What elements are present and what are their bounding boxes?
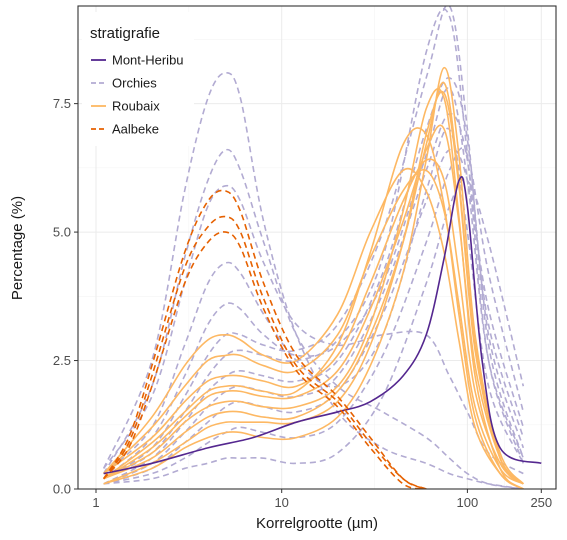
- legend-label: Aalbeke: [112, 122, 159, 137]
- series-line-roubaix: [103, 88, 524, 489]
- series-line-roubaix: [103, 167, 524, 489]
- series-line-roubaix: [103, 127, 524, 489]
- y-axis-ticks: 0.0 2.5 5.0 7.5: [53, 96, 78, 497]
- series-line-aalbeke: [102, 189, 427, 489]
- series-line-orchies: [102, 148, 524, 489]
- series-line-aalbeke: [103, 215, 427, 489]
- series-line-roubaix: [103, 158, 524, 485]
- legend-title: stratigrafie: [90, 25, 160, 42]
- series-line-roubaix: [103, 168, 524, 485]
- legend: stratigrafie Mont-Heribu Orchies Roubaix Aa…: [82, 12, 194, 146]
- x-tick-label: 250: [530, 495, 552, 510]
- plot-lines: [102, 6, 542, 489]
- x-tick-label: 10: [274, 495, 288, 510]
- legend-keys: Mont-Heribu Orchies Roubaix Aalbeke: [91, 53, 184, 137]
- series-line-orchies: [103, 178, 525, 485]
- y-tick-label: 7.5: [53, 96, 71, 111]
- y-tick-label: 0.0: [53, 482, 71, 497]
- x-axis-title: Korrelgrootte (µm): [256, 515, 378, 532]
- y-axis-title: Percentage (%): [9, 196, 26, 300]
- x-tick-label: 100: [457, 495, 479, 510]
- y-tick-label: 5.0: [53, 225, 71, 240]
- x-tick-label: 1: [92, 495, 99, 510]
- series-line-orchies: [103, 77, 525, 485]
- series-line-mont-heribu: [103, 176, 542, 475]
- series-line-orchies: [103, 147, 525, 485]
- legend-background: [82, 12, 194, 146]
- series-line-orchies: [102, 71, 524, 489]
- y-tick-label: 2.5: [53, 353, 71, 368]
- legend-label: Orchies: [112, 76, 157, 91]
- series-line-roubaix: [103, 66, 524, 485]
- panel-border: [77, 5, 557, 490]
- legend-label: Roubaix: [112, 99, 160, 114]
- series-line-orchies: [103, 6, 525, 480]
- series-line-roubaix: [103, 90, 524, 485]
- series-line-orchies: [103, 113, 525, 485]
- x-axis-ticks: 1 10 100 250: [92, 489, 552, 510]
- legend-label: Mont-Heribu: [112, 53, 184, 68]
- series-line-aalbeke: [103, 231, 427, 489]
